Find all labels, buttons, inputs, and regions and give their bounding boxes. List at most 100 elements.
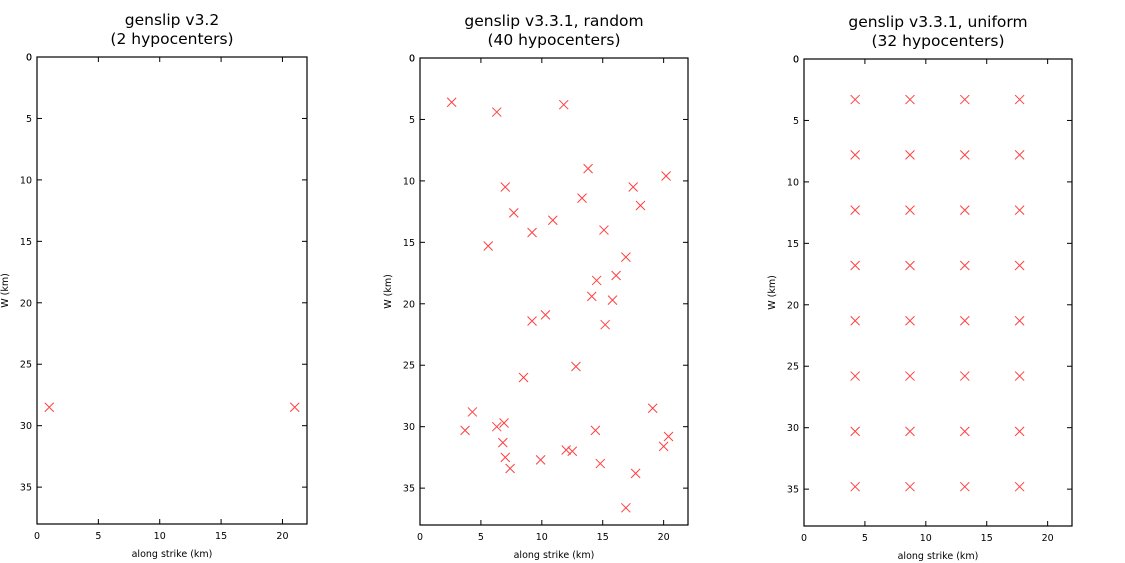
- hypocenter-marker: [621, 252, 631, 262]
- y-tick-label: 25: [20, 360, 32, 371]
- hypocenter-marker: [850, 150, 861, 160]
- chart-panel-2: genslip v3.3.1, random(40 hypocenters) 0 5…: [383, 12, 689, 561]
- hypocenter-marker: [628, 182, 639, 192]
- hypocenter-marker: [850, 260, 861, 271]
- y-tick-label-zero: 0: [26, 53, 32, 64]
- x-tick-label: 5: [95, 531, 101, 542]
- y-tick-label: 10: [20, 175, 32, 186]
- hypocenter-marker: [527, 316, 537, 326]
- y-tick-label: 25: [787, 362, 799, 373]
- hypocenter-marker: [607, 295, 618, 305]
- y-axis-label: W (km): [767, 275, 778, 310]
- hypocenter-marker: [959, 371, 970, 381]
- x-tick-label: 10: [920, 533, 932, 544]
- chart-panel-1: genslip v3.2(2 hypocenters) 0 5 10 15 20 0 5 10 1…: [0, 11, 308, 560]
- y-tick-label: 20: [787, 300, 799, 311]
- y-tick-label: 15: [20, 237, 32, 248]
- hypocenter-marker: [850, 205, 861, 216]
- chart-subtitle: (2 hypocenters): [110, 30, 233, 48]
- hypocenter-marker: [1014, 94, 1025, 105]
- x-tick-label: 15: [597, 532, 609, 543]
- hypocenter-marker: [959, 260, 970, 271]
- x-tick-label: 20: [658, 532, 670, 543]
- hypocenter-marker: [647, 403, 658, 414]
- y-tick-label: 35: [403, 484, 415, 495]
- y-tick-label: 0: [793, 55, 799, 66]
- y-tick-label: 15: [403, 238, 415, 249]
- x-tick-label: 10: [154, 531, 166, 542]
- hypocenter-marker: [44, 402, 55, 413]
- hypocenter-marker: [850, 315, 861, 326]
- hypocenter-marker: [905, 205, 915, 216]
- hypocenter-marker: [621, 502, 631, 513]
- hypocenter-marker: [535, 455, 546, 465]
- y-tick-label: 20: [403, 299, 415, 310]
- hypocenter-marker: [905, 260, 915, 271]
- hypocenter-marker: [661, 171, 671, 181]
- hypocenter-marker: [959, 315, 970, 326]
- hypocenter-marker: [446, 97, 457, 108]
- plot-frame: [36, 56, 308, 525]
- hypocenter-marker: [959, 150, 970, 160]
- y-tick-label: 15: [787, 239, 799, 250]
- x-axis-label: along strike (km): [514, 550, 595, 561]
- hypocenter-marker: [497, 437, 508, 448]
- hypocenter-marker: [635, 200, 646, 211]
- y-tick-label: 10: [403, 176, 415, 187]
- hypocenter-marker: [500, 182, 511, 192]
- y-tick-label: 35: [20, 483, 32, 494]
- hypocenter-marker: [905, 371, 915, 381]
- x-tick-label: 0: [417, 532, 423, 543]
- hypocenter-marker: [491, 107, 502, 117]
- hypocenter-marker: [611, 270, 621, 281]
- plot-frame: [803, 58, 1073, 527]
- y-tick-label: 10: [787, 177, 799, 188]
- hypocenter-marker: [663, 431, 674, 442]
- chart-title: genslip v3.3.1, random: [464, 12, 643, 30]
- x-tick-label: 20: [276, 531, 288, 542]
- y-tick-label: 30: [20, 421, 32, 432]
- x-tick-label: 5: [478, 532, 484, 543]
- hypocenter-marker: [959, 205, 970, 216]
- hypocenter-marker: [959, 94, 970, 105]
- hypocenter-marker: [1014, 481, 1025, 492]
- hypocenter-marker: [905, 94, 915, 105]
- hypocenter-marker: [850, 371, 861, 381]
- hypocenter-marker: [467, 407, 478, 417]
- y-tick-label: 5: [409, 115, 415, 126]
- hypocenter-marker: [505, 463, 515, 474]
- hypocenter-marker: [583, 163, 593, 174]
- hypocenter-marker: [491, 421, 502, 432]
- hypocenter-marker: [586, 291, 597, 302]
- y-tick-label-zero: 0: [793, 55, 799, 66]
- y-tick-label: 5: [26, 114, 32, 125]
- hypocenter-marker: [905, 481, 915, 492]
- x-tick-label: 15: [981, 533, 993, 544]
- y-tick-label: 30: [403, 422, 415, 433]
- hypocenter-marker: [518, 372, 529, 383]
- hypocenter-marker: [289, 402, 300, 413]
- chart-subtitle: (40 hypocenters): [487, 31, 620, 49]
- y-tick-label: 35: [787, 485, 799, 496]
- y-tick-label: 5: [793, 116, 799, 127]
- hypocenter-marker: [1014, 426, 1025, 437]
- hypocenter-marker: [850, 94, 861, 105]
- hypocenter-marker: [630, 468, 641, 479]
- hypocenter-marker: [905, 426, 915, 437]
- chart-title: genslip v3.2: [125, 11, 219, 29]
- chart-subtitle: (32 hypocenters): [871, 32, 1004, 50]
- hypocenter-marker: [1014, 205, 1025, 216]
- hypocenter-marker: [599, 225, 609, 235]
- hypocenter-marker: [567, 446, 578, 457]
- x-tick-label: 15: [215, 531, 227, 542]
- x-axis-label: along strike (km): [132, 549, 213, 560]
- hypocenter-marker: [499, 418, 509, 428]
- y-tick-label: 0: [26, 53, 32, 64]
- hypocenter-marker: [959, 426, 970, 437]
- plot-frame: [419, 57, 689, 526]
- hypocenter-marker: [577, 193, 587, 203]
- hypocenter-marker: [460, 425, 470, 436]
- hypocenter-marker: [600, 319, 611, 330]
- hypocenter-marker: [905, 315, 915, 326]
